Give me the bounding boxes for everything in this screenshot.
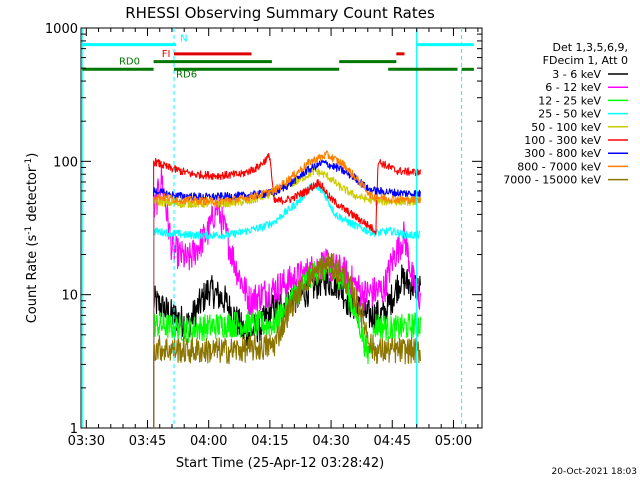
legend-header-1: Det 1,3,5,6,9, xyxy=(552,41,628,54)
y-tick-label: 10 xyxy=(61,289,78,304)
flag-label-rd0: RD0 xyxy=(119,57,140,68)
plot-frame xyxy=(80,27,483,429)
series-line-9 xyxy=(153,252,421,428)
legend-label-1: 3 - 6 keV xyxy=(552,68,601,81)
y-axis-label-exp-2: -1 xyxy=(24,158,34,167)
tick-layer: 03:30 03:45 04:00 04:15 04:30 04:45 05:00 1 10 10… xyxy=(45,22,482,449)
marker-layer: N FI RD0 RD6 xyxy=(81,28,474,428)
x-tick-label: 04:45 xyxy=(374,434,411,449)
series-line-2 xyxy=(153,166,421,428)
legend-label-2: 6 - 12 keV xyxy=(545,81,601,94)
flag-label-fi: FI xyxy=(162,49,171,60)
legend-label-8: 800 - 7000 keV xyxy=(517,160,601,173)
y-axis-label-close: ) xyxy=(25,153,40,158)
flag-label-rd6: RD6 xyxy=(176,69,197,80)
series-line-6 xyxy=(153,152,421,428)
x-tick-label: 03:45 xyxy=(129,434,166,449)
y-axis-label-main: Count Rate (s xyxy=(25,235,40,324)
legend-header-2: FDecim 1, Att 0 xyxy=(543,54,628,67)
legend-label-6: 100 - 300 keV xyxy=(524,134,601,147)
footer-timestamp: 20-Oct-2021 18:03 xyxy=(552,467,637,477)
x-axis-label: Start Time (25-Apr-12 03:28:42) xyxy=(176,456,384,471)
legend-label-5: 50 - 100 keV xyxy=(531,121,601,134)
y-axis-label-exp: -1 xyxy=(24,226,34,235)
y-axis-label-tail: detector xyxy=(25,166,40,226)
x-tick-label: 04:15 xyxy=(251,434,288,449)
series-line-8 xyxy=(153,150,421,428)
legend-label-7: 300 - 800 keV xyxy=(524,147,601,160)
y-axis-label: Count Rate (s-1 detector-1) xyxy=(24,153,40,324)
chart-title: RHESSI Observing Summary Count Rates xyxy=(125,4,435,22)
series-line-3 xyxy=(153,254,421,428)
y-tick-label: 1 xyxy=(70,422,78,437)
y-tick-label: 100 xyxy=(53,155,78,170)
x-tick-label: 05:00 xyxy=(435,434,472,449)
data-layer xyxy=(153,150,421,428)
flag-label-n: N xyxy=(180,34,187,45)
legend-label-9: 7000 - 15000 keV xyxy=(503,174,601,187)
x-tick-label: 04:00 xyxy=(190,434,227,449)
x-tick-label: 03:30 xyxy=(68,434,105,449)
y-tick-label: 1000 xyxy=(45,22,78,37)
legend-label-3: 12 - 25 keV xyxy=(538,94,601,107)
legend-label-4: 25 - 50 keV xyxy=(538,108,601,121)
x-tick-label: 04:30 xyxy=(312,434,349,449)
